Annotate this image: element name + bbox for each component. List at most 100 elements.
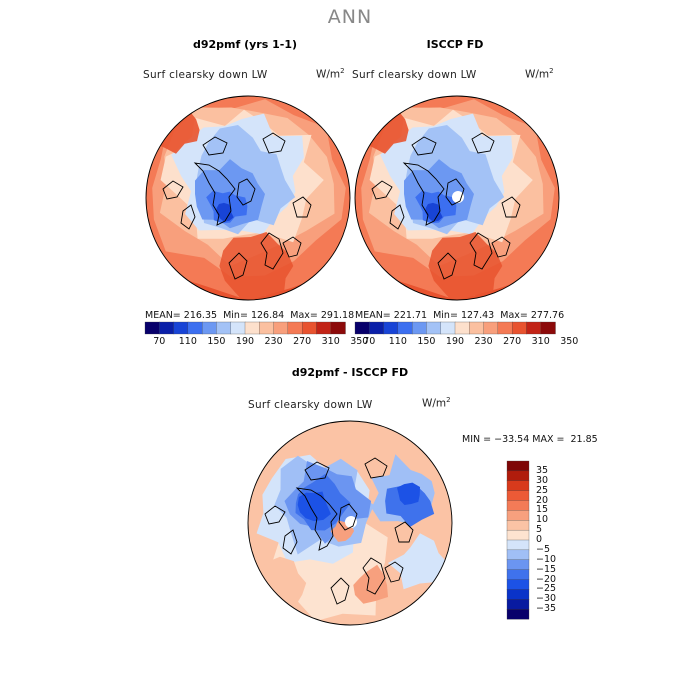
colorbar-swatch	[483, 321, 499, 335]
colorbar-swatch	[469, 321, 485, 335]
panel2-min-label: Min=	[433, 310, 458, 321]
coastline-4	[362, 557, 386, 595]
coastline-0	[402, 162, 445, 226]
coastline-3	[371, 180, 393, 200]
colorbar-swatch	[397, 321, 413, 335]
diff-colorbar-tick-label: 25	[536, 484, 549, 496]
panel1-polar-map	[145, 95, 351, 301]
panel3-polar-map	[247, 420, 453, 626]
coastline-4	[260, 232, 284, 270]
colorbar-swatch	[287, 321, 303, 335]
colorbar-tick-label: 70	[153, 336, 166, 347]
coastline-7	[262, 132, 286, 154]
contour-band-south	[428, 232, 503, 300]
map-boundary	[145, 95, 351, 301]
diff-colorbar-swatch	[506, 539, 530, 551]
colorbar-swatch	[144, 321, 160, 335]
missing-data-pole	[452, 191, 464, 203]
map-field	[146, 96, 350, 300]
panel1-variable-label: Surf clearsky down LW	[143, 69, 268, 81]
colorbar-swatch	[411, 321, 428, 335]
coastline-2	[180, 204, 196, 230]
diff-colorbar-tick-label: 10	[536, 514, 549, 526]
diff-colorbar-swatch	[506, 470, 530, 482]
coastline-9	[437, 252, 457, 280]
coastline-0	[193, 162, 236, 226]
panel3-title: d92pmf - ISCCP FD	[291, 366, 409, 379]
diff-colorbar-swatch	[506, 569, 530, 580]
colorbar-swatch	[230, 321, 246, 335]
colorbar-tick-label: 350	[560, 336, 579, 347]
colorbar-tick-label: 230	[474, 336, 493, 347]
coastline-9	[228, 252, 248, 280]
colorbar-swatch	[301, 321, 318, 335]
panel1-mean-value: 216.35	[183, 310, 218, 321]
panel1-title: d92pmf (yrs 1-1)	[192, 38, 298, 51]
colorbar-tick-label: 190	[235, 336, 255, 347]
coastline-5	[282, 236, 302, 258]
colorbar-tick-label: 310	[531, 336, 550, 347]
colorbar-swatch	[440, 321, 456, 335]
colorbar-swatch	[259, 321, 275, 335]
panel3-units-label: W/m2	[422, 396, 451, 410]
diff-colorbar-swatch	[506, 529, 530, 541]
colorbar-tick-label: 150	[417, 336, 436, 347]
colorbar-tick-label: 70	[363, 336, 376, 347]
coastline-3	[162, 180, 184, 200]
panel2-units-label: W/m2	[525, 67, 554, 81]
colorbar-swatch	[273, 321, 289, 335]
panel1-stats: MEAN= 216.35 Min= 126.84 Max= 291.18	[145, 310, 354, 321]
panel2-max-value: 277.76	[530, 310, 565, 321]
diff-patch-10	[387, 533, 449, 590]
map-field	[248, 421, 452, 625]
colorbar-swatch	[426, 321, 442, 335]
coastline-9	[330, 577, 350, 605]
panel2-mean-value: 221.71	[393, 310, 428, 321]
missing-data-pole	[345, 516, 357, 528]
diff-colorbar-tick-label: 5	[536, 524, 543, 536]
colorbar-swatch	[497, 321, 513, 335]
colorbar-tick-label: 350	[350, 336, 369, 347]
diff-colorbar-tick-label: 35	[536, 464, 549, 476]
map-boundary	[247, 420, 453, 626]
diff-colorbar-swatch	[506, 549, 530, 561]
panel1-min-label: Min=	[223, 310, 248, 321]
map-field	[355, 96, 559, 300]
panel1-max-value: 291.18	[320, 310, 355, 321]
map-boundary	[354, 95, 560, 301]
diff-colorbar-swatch	[506, 460, 530, 472]
colorbar-tick-label: 270	[293, 336, 312, 347]
diff-colorbar-swatch	[506, 490, 530, 501]
coastline-0	[295, 487, 338, 551]
diff-patch-8	[385, 486, 435, 527]
colorbar-swatch	[383, 321, 399, 335]
diff-patch-1	[353, 564, 388, 604]
colorbar-tick-label: 110	[388, 336, 407, 347]
diff-colorbar-tick-label: −10	[536, 553, 557, 565]
contour-band-9	[425, 202, 443, 222]
diff-colorbar-swatch	[506, 480, 530, 492]
panel2-stats: MEAN= 221.71 Min= 127.43 Max= 277.76	[355, 310, 564, 321]
coastline-6	[292, 196, 312, 218]
colorbar-tick-label: 190	[445, 336, 465, 347]
panel3-colorbar-ticks: 35 30 25 20 15 10 5 0 −5 −10 −15 −20 −25 −30 −35	[536, 461, 576, 619]
diff-colorbar-tick-label: −5	[536, 543, 551, 555]
panel3-variable-label: Surf clearsky down LW	[248, 399, 373, 411]
colorbar-tick-label: 150	[207, 336, 226, 347]
coastline-5	[384, 561, 404, 583]
colorbar-swatch	[354, 321, 370, 335]
coastline-6	[394, 521, 414, 543]
colorbar-swatch	[540, 321, 556, 335]
coastline-4	[469, 232, 493, 270]
colorbar-swatch	[201, 321, 218, 335]
colorbar-swatch	[369, 321, 385, 335]
panel1-mean-label: MEAN=	[145, 310, 181, 321]
panel2-colorbar-ticks: 70 110 150 190 230 270 310 350	[355, 336, 578, 350]
diff-patch-9	[397, 482, 420, 505]
panel2-max-label: Max=	[500, 310, 528, 321]
colorbar-swatch	[159, 321, 175, 335]
colorbar-tick-label: 310	[321, 336, 340, 347]
colorbar-swatch	[216, 321, 232, 335]
colorbar-tick-label: 110	[178, 336, 197, 347]
diff-colorbar-swatch	[506, 579, 530, 590]
